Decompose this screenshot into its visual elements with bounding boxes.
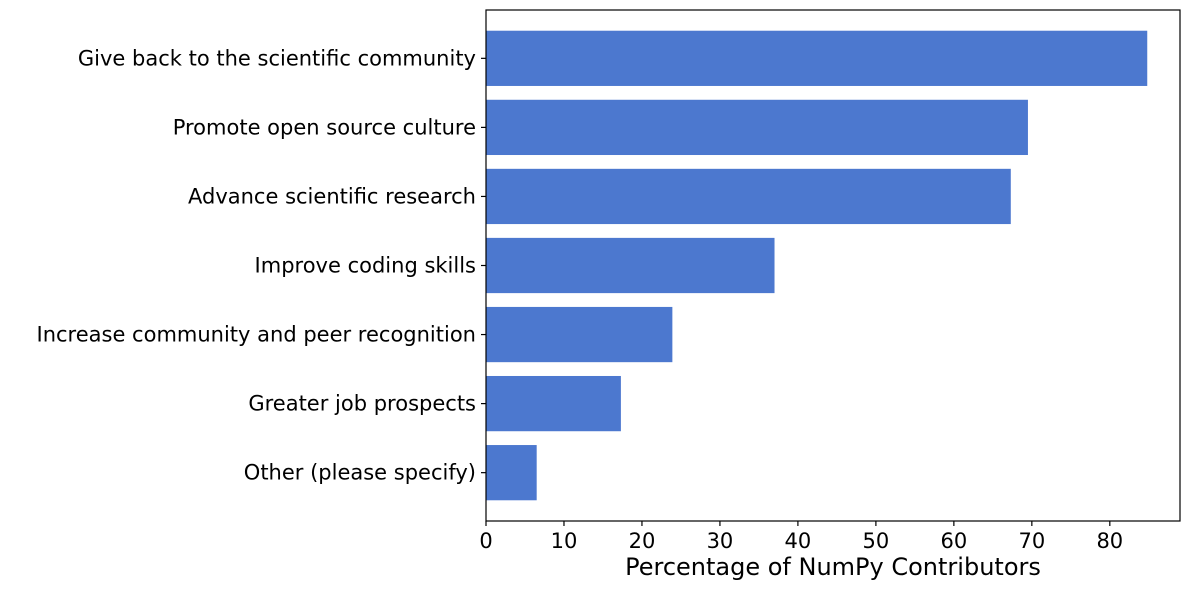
y-tick-label: Give back to the scientific community [78, 46, 476, 70]
y-tick-label: Advance scientific research [188, 184, 476, 208]
y-tick-label: Increase community and peer recognition [37, 323, 477, 347]
y-tick-marks [481, 57, 486, 474]
bar [486, 375, 621, 432]
x-tick-label: 0 [479, 529, 492, 553]
bar [486, 306, 673, 363]
plot-frame [485, 9, 1181, 522]
x-tick-label: 80 [1096, 529, 1123, 553]
x-tick-label: 60 [940, 529, 967, 553]
x-tick-label: 50 [863, 529, 890, 553]
x-tick-labels: 0 10 20 30 40 50 60 70 80 [479, 529, 1123, 553]
bar [486, 445, 537, 501]
x-tick-label: 10 [551, 529, 578, 553]
y-tick-label: Other (please specify) [244, 461, 476, 485]
x-tick-label: 30 [707, 529, 734, 553]
bar [486, 30, 1148, 86]
x-tick-marks [485, 521, 1111, 526]
y-tick-label: Promote open source culture [173, 115, 476, 139]
y-tick-label: Greater job prospects [248, 392, 476, 416]
bar [486, 168, 1011, 225]
y-tick-label: Improve coding skills [255, 254, 476, 278]
y-tick-labels: Give back to the scientific community Pro… [37, 46, 477, 484]
bar [486, 99, 1028, 156]
x-tick-label: 70 [1018, 529, 1045, 553]
x-axis-title: Percentage of NumPy Contributors [625, 553, 1041, 581]
x-tick-label: 20 [629, 529, 656, 553]
x-tick-label: 40 [785, 529, 812, 553]
bar [486, 237, 775, 294]
bars-group [486, 30, 1148, 501]
